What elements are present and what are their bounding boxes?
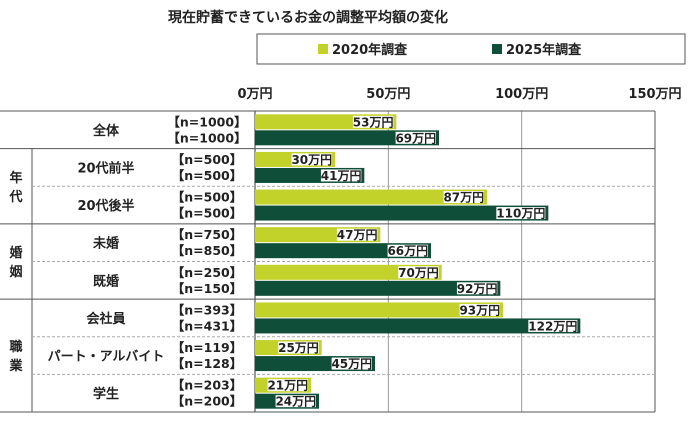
value-label-2025: 69万円 bbox=[395, 131, 436, 145]
value-label-2025-bg bbox=[331, 357, 372, 370]
value-label-2025: 66万円 bbox=[387, 244, 428, 258]
value-label-2020-bg bbox=[398, 266, 439, 279]
legend-label-2025: 2025年調査 bbox=[506, 42, 582, 58]
value-label-2020-bg bbox=[336, 228, 378, 241]
plot-frame bbox=[0, 110, 656, 413]
bar-2020 bbox=[255, 302, 503, 318]
value-label-2025-bg bbox=[395, 131, 436, 144]
group-label-char: 姻 bbox=[9, 264, 22, 280]
legend-swatch-2020 bbox=[318, 44, 328, 54]
sample-size-2025: 【n=431】 bbox=[172, 318, 242, 333]
bar-2020 bbox=[255, 264, 442, 280]
group-label-char: 婚 bbox=[9, 245, 22, 261]
sample-size-2020: 【n=500】 bbox=[172, 190, 242, 205]
sample-size-labels: 【n=1000】【n=1000】【n=500】【n=500】【n=500】【n=… bbox=[167, 114, 246, 408]
value-label-2020: 25万円 bbox=[278, 341, 319, 355]
sample-size-2020: 【n=203】 bbox=[172, 378, 242, 393]
sample-size-2025: 【n=500】 bbox=[172, 168, 242, 183]
legend: 2020年調査 2025年調査 bbox=[256, 33, 686, 65]
value-label-2025: 45万円 bbox=[331, 357, 372, 371]
bar-2025 bbox=[255, 205, 549, 221]
sample-size-2020: 【n=750】 bbox=[172, 227, 242, 242]
value-label-2025-bg bbox=[528, 319, 578, 332]
value-label-2025-bg bbox=[275, 395, 316, 408]
sample-size-2025: 【n=200】 bbox=[172, 394, 242, 409]
value-label-2020-bg bbox=[291, 153, 332, 166]
legend-box bbox=[256, 33, 686, 65]
value-label-2020: 30万円 bbox=[291, 153, 332, 167]
value-label-2020-bg bbox=[278, 341, 319, 354]
value-label-2025: 122万円 bbox=[528, 319, 577, 333]
category-label: 全体 bbox=[92, 123, 120, 139]
value-label-2025-bg bbox=[456, 282, 498, 295]
x-tick-label: 0万円 bbox=[237, 87, 272, 102]
sample-size-2020: 【n=393】 bbox=[172, 302, 242, 317]
x-tick-label: 50万円 bbox=[366, 87, 410, 102]
value-label-2020: 53万円 bbox=[353, 115, 394, 129]
x-axis-ticks: 0万円 50万円 100万円 150万円 bbox=[237, 87, 681, 102]
value-label-2025-bg bbox=[387, 244, 428, 257]
value-label-2020: 47万円 bbox=[337, 228, 378, 242]
group-label-char: 代 bbox=[8, 189, 22, 205]
sample-size-2020: 【n=119】 bbox=[172, 340, 242, 355]
x-tick-label: 100万円 bbox=[495, 87, 548, 102]
value-label-2020-bg bbox=[459, 303, 500, 316]
bar-2020 bbox=[255, 189, 487, 205]
group-label-char: 職 bbox=[9, 339, 22, 355]
value-label-2020: 87万円 bbox=[443, 191, 484, 205]
bar-2025 bbox=[255, 318, 581, 334]
legend-label-2020: 2020年調査 bbox=[332, 42, 408, 58]
value-label-2020-bg bbox=[443, 191, 484, 204]
value-label-2020-bg bbox=[352, 115, 394, 128]
category-label: 学生 bbox=[93, 386, 119, 402]
sample-size-2025: 【n=150】 bbox=[172, 281, 242, 296]
sample-size-2025: 【n=850】 bbox=[172, 243, 242, 258]
value-label-2020: 70万円 bbox=[398, 266, 439, 280]
sample-size-2025: 【n=128】 bbox=[172, 356, 242, 371]
sample-size-2020: 【n=1000】 bbox=[167, 114, 246, 129]
value-label-2025-bg bbox=[320, 169, 362, 182]
category-label: パート・アルバイト bbox=[48, 350, 165, 365]
value-label-2020-bg bbox=[267, 379, 308, 392]
bar-2025 bbox=[255, 280, 501, 296]
group-label-char: 業 bbox=[8, 358, 23, 374]
value-label-2025: 110万円 bbox=[496, 207, 545, 221]
sample-size-2020: 【n=250】 bbox=[172, 265, 242, 280]
x-tick-label: 150万円 bbox=[628, 87, 681, 102]
category-label: 20代前半 bbox=[77, 160, 134, 176]
value-label-2025: 41万円 bbox=[321, 169, 362, 183]
category-label: 会社員 bbox=[86, 311, 125, 327]
category-label: 未婚 bbox=[92, 236, 119, 252]
chart-title: 現在貯蓄できているお金の調整平均額の変化 bbox=[168, 9, 448, 26]
value-label-2025-bg bbox=[496, 207, 546, 220]
value-label-2020: 21万円 bbox=[267, 379, 308, 393]
category-label: 20代後半 bbox=[77, 198, 134, 214]
value-label-2020: 93万円 bbox=[459, 303, 500, 317]
category-label: 既婚 bbox=[93, 273, 119, 289]
value-label-2025: 92万円 bbox=[457, 282, 498, 296]
sample-size-2020: 【n=500】 bbox=[172, 152, 242, 167]
sample-size-2025: 【n=1000】 bbox=[167, 130, 246, 145]
sample-size-2025: 【n=500】 bbox=[172, 206, 242, 221]
value-label-2025: 24万円 bbox=[275, 395, 316, 409]
legend-swatch-2025 bbox=[492, 44, 502, 54]
bar-2025 bbox=[255, 243, 431, 259]
bar-2025 bbox=[255, 130, 439, 146]
group-label-char: 年 bbox=[9, 170, 22, 186]
